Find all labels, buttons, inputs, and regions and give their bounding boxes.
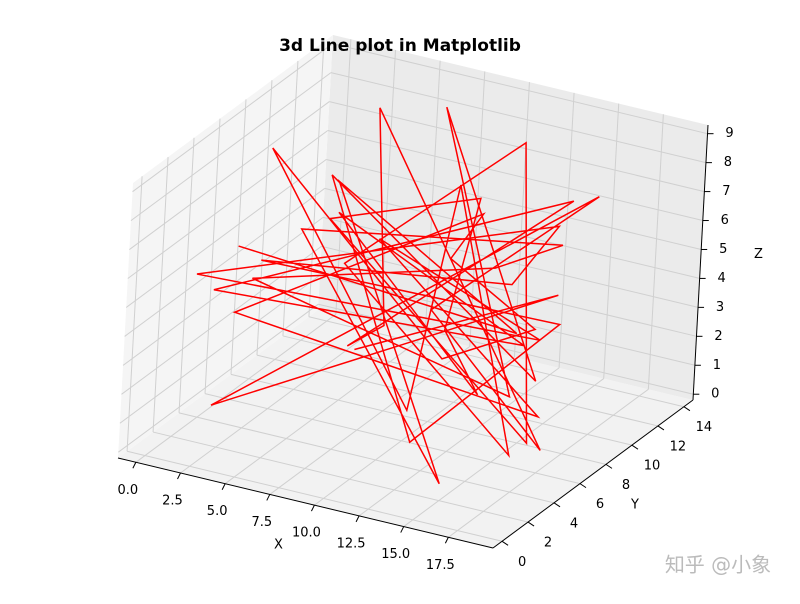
z-tick-label: 2 xyxy=(714,329,722,344)
y-tick xyxy=(527,521,535,527)
z-tick-label: 6 xyxy=(721,213,729,228)
x-tick-label: 2.5 xyxy=(162,494,183,509)
grid-line xyxy=(224,335,426,485)
grid-line xyxy=(180,324,381,474)
z-tick-label: 7 xyxy=(722,184,730,199)
axis-line xyxy=(692,124,709,401)
y-tick-label: 14 xyxy=(696,420,713,435)
grid-line xyxy=(132,43,333,193)
y-tick xyxy=(579,483,587,489)
x-tick-label: 5.0 xyxy=(207,504,228,519)
y-tick xyxy=(501,540,509,546)
grid-line xyxy=(178,137,195,413)
grid-line xyxy=(558,92,575,368)
grid-line xyxy=(119,274,321,424)
z-tick-label: 5 xyxy=(719,242,727,257)
y-tick-label: 10 xyxy=(644,459,661,474)
grid-line xyxy=(403,378,605,527)
grid-line xyxy=(603,103,620,379)
grid-line xyxy=(256,80,273,356)
x-tick-label: 10.0 xyxy=(292,526,321,541)
grid-line xyxy=(204,393,581,485)
grid-line xyxy=(124,188,325,337)
grid-line xyxy=(321,245,697,337)
y-tick-label: 6 xyxy=(596,497,604,512)
grid-line xyxy=(126,450,503,542)
grid-line xyxy=(130,72,332,222)
grid-line xyxy=(230,99,247,375)
y-tick xyxy=(683,406,691,412)
x-tick xyxy=(310,504,315,512)
grid-line xyxy=(326,158,702,250)
y-tick-label: 4 xyxy=(570,516,578,531)
grid-line xyxy=(327,130,703,222)
x-tick xyxy=(266,494,271,501)
x-tick xyxy=(221,483,226,490)
grid-line xyxy=(126,176,143,452)
grid-line xyxy=(314,356,515,506)
x-tick-label: 0.0 xyxy=(118,483,139,498)
grid-line xyxy=(135,313,337,463)
grid-line xyxy=(282,60,299,336)
y-tick xyxy=(631,444,639,450)
y-tick-label: 2 xyxy=(544,536,552,551)
grid-line xyxy=(152,157,169,433)
x-tick-label: 17.5 xyxy=(426,558,455,573)
z-tick-label: 9 xyxy=(725,126,733,141)
y-tick xyxy=(657,425,665,431)
grid-line xyxy=(332,43,708,135)
x-tick xyxy=(177,472,181,480)
y-tick xyxy=(605,463,613,469)
grid-line xyxy=(513,82,530,358)
grid-line xyxy=(152,431,529,523)
y-axis-label: Y xyxy=(630,498,639,513)
side-pane xyxy=(118,35,333,458)
x-axis-label: X xyxy=(274,538,283,553)
x-tick xyxy=(355,515,360,523)
x-tick xyxy=(400,526,405,533)
z-tick-label: 1 xyxy=(713,358,721,373)
y-tick-label: 12 xyxy=(670,439,687,454)
grid-line xyxy=(424,60,441,336)
z-tick-label: 3 xyxy=(716,300,724,315)
grid-line xyxy=(335,39,352,315)
grid-line xyxy=(647,114,664,390)
y-tick-label: 0 xyxy=(518,555,526,570)
axis-line xyxy=(117,457,494,549)
grid-line xyxy=(127,130,329,279)
z-tick-label: 0 xyxy=(711,387,719,402)
grid-line xyxy=(448,388,649,538)
z-tick-label: 8 xyxy=(724,155,732,170)
watermark: 知乎 @小象 xyxy=(665,553,771,577)
grid-line xyxy=(178,412,555,504)
grid-line xyxy=(129,101,330,250)
x-tick-label: 7.5 xyxy=(251,515,272,530)
grid-line xyxy=(204,118,221,394)
grid-line xyxy=(330,72,707,164)
x-tick-label: 15.0 xyxy=(381,547,410,562)
grid-line xyxy=(125,159,327,308)
back-pane xyxy=(318,35,708,400)
data-line xyxy=(196,106,600,485)
x-tick-label: 12.5 xyxy=(337,536,366,551)
grid-line xyxy=(324,187,700,279)
x-tick xyxy=(132,462,137,469)
z-axis-label: Z xyxy=(754,247,763,262)
z-tick-label: 4 xyxy=(717,271,725,286)
y-tick xyxy=(553,502,561,508)
axis-line xyxy=(492,399,694,549)
x-tick xyxy=(444,537,449,544)
grid-line xyxy=(329,101,705,193)
y-tick-label: 8 xyxy=(622,478,630,493)
chart-title: 3d Line plot in Matplotlib xyxy=(279,36,521,56)
